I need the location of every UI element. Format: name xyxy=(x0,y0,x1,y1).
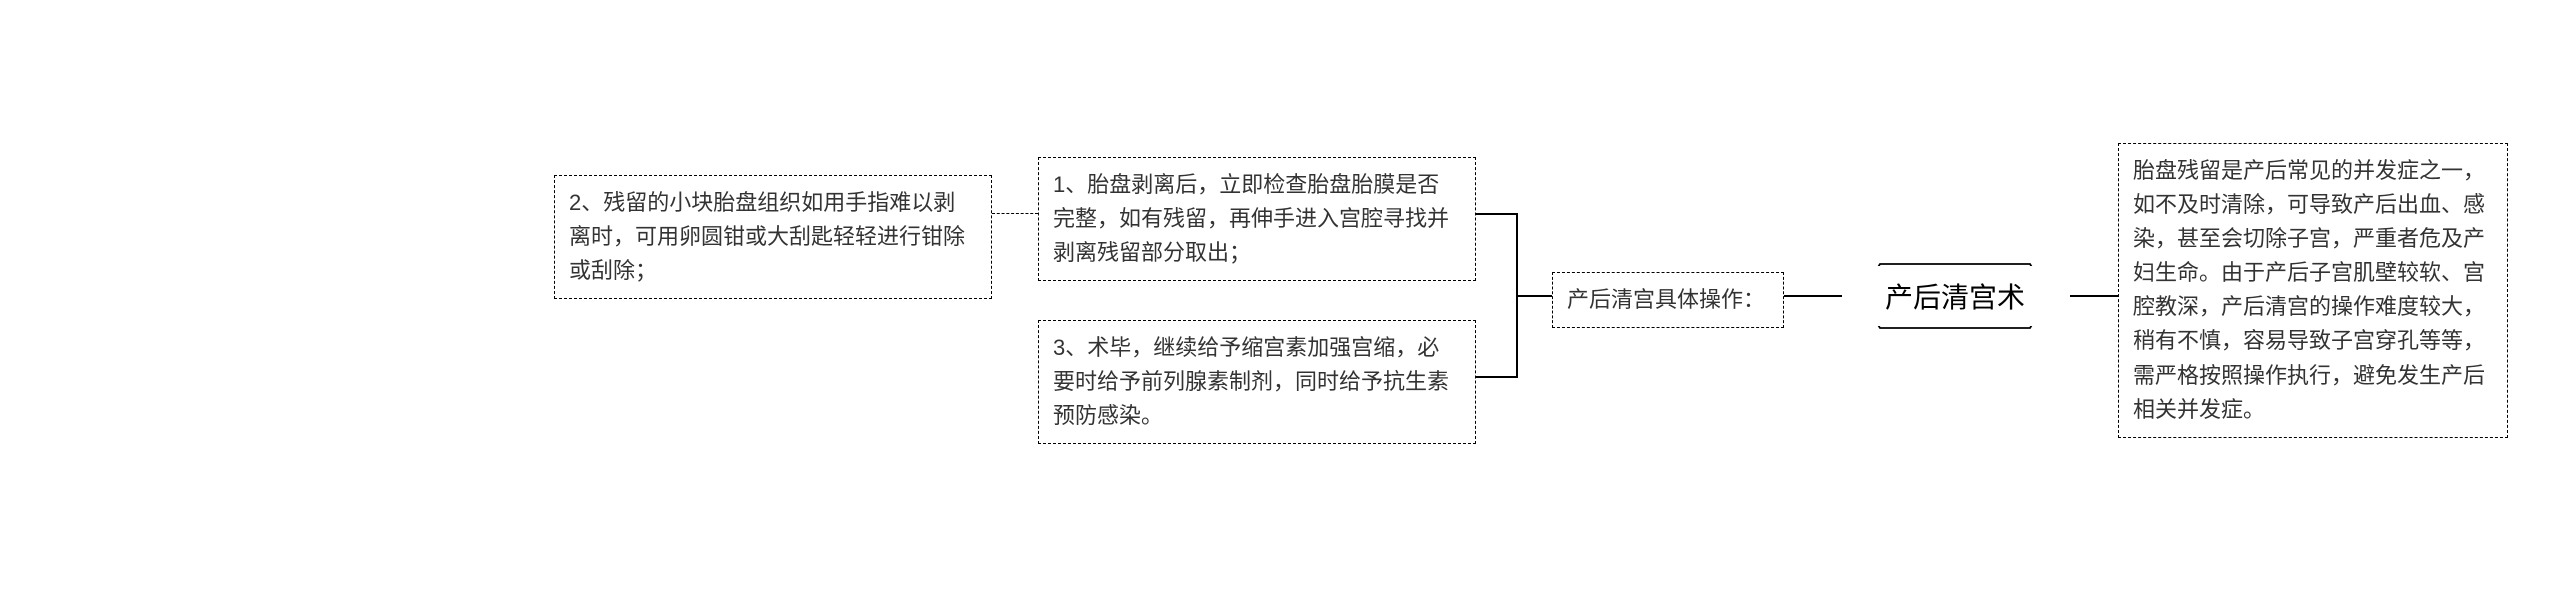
center-node: 产后清宫术 xyxy=(1855,266,2055,326)
edge-center-to-right xyxy=(2070,295,2118,297)
step2-node: 2、残留的小块胎盘组织如用手指难以剥离时，可用卵圆钳或大刮匙轻轻进行钳除或刮除； xyxy=(554,175,992,299)
edge-branch-to-step3 xyxy=(1476,376,1517,378)
edge-step1-to-step2 xyxy=(992,213,1038,214)
edge-mid-to-branch-h xyxy=(1517,295,1552,297)
right-description-node: 胎盘残留是产后常见的并发症之一，如不及时清除，可导致产后出血、感染，甚至会切除子… xyxy=(2118,143,2508,438)
step1-text: 1、胎盘剥离后，立即检查胎盘胎膜是否完整，如有残留，再伸手进入宫腔寻找并剥离残留… xyxy=(1053,172,1449,265)
edge-branch-to-step1 xyxy=(1476,213,1517,215)
edge-center-to-mid xyxy=(1784,295,1842,297)
center-node-label: 产后清宫术 xyxy=(1885,276,2025,316)
right-description-text: 胎盘残留是产后常见的并发症之一，如不及时清除，可导致产后出血、感染，甚至会切除子… xyxy=(2133,158,2485,422)
step2-text: 2、残留的小块胎盘组织如用手指难以剥离时，可用卵圆钳或大刮匙轻轻进行钳除或刮除； xyxy=(569,190,965,283)
mid-label-node: 产后清宫具体操作： xyxy=(1552,272,1784,328)
edge-branch-vertical xyxy=(1516,213,1518,378)
step3-node: 3、术毕，继续给予缩宫素加强宫缩，必要时给予前列腺素制剂，同时给予抗生素预防感染… xyxy=(1038,320,1476,444)
step1-node: 1、胎盘剥离后，立即检查胎盘胎膜是否完整，如有残留，再伸手进入宫腔寻找并剥离残留… xyxy=(1038,157,1476,281)
mid-label-text: 产后清宫具体操作： xyxy=(1567,287,1765,312)
step3-text: 3、术毕，继续给予缩宫素加强宫缩，必要时给予前列腺素制剂，同时给予抗生素预防感染… xyxy=(1053,335,1449,428)
